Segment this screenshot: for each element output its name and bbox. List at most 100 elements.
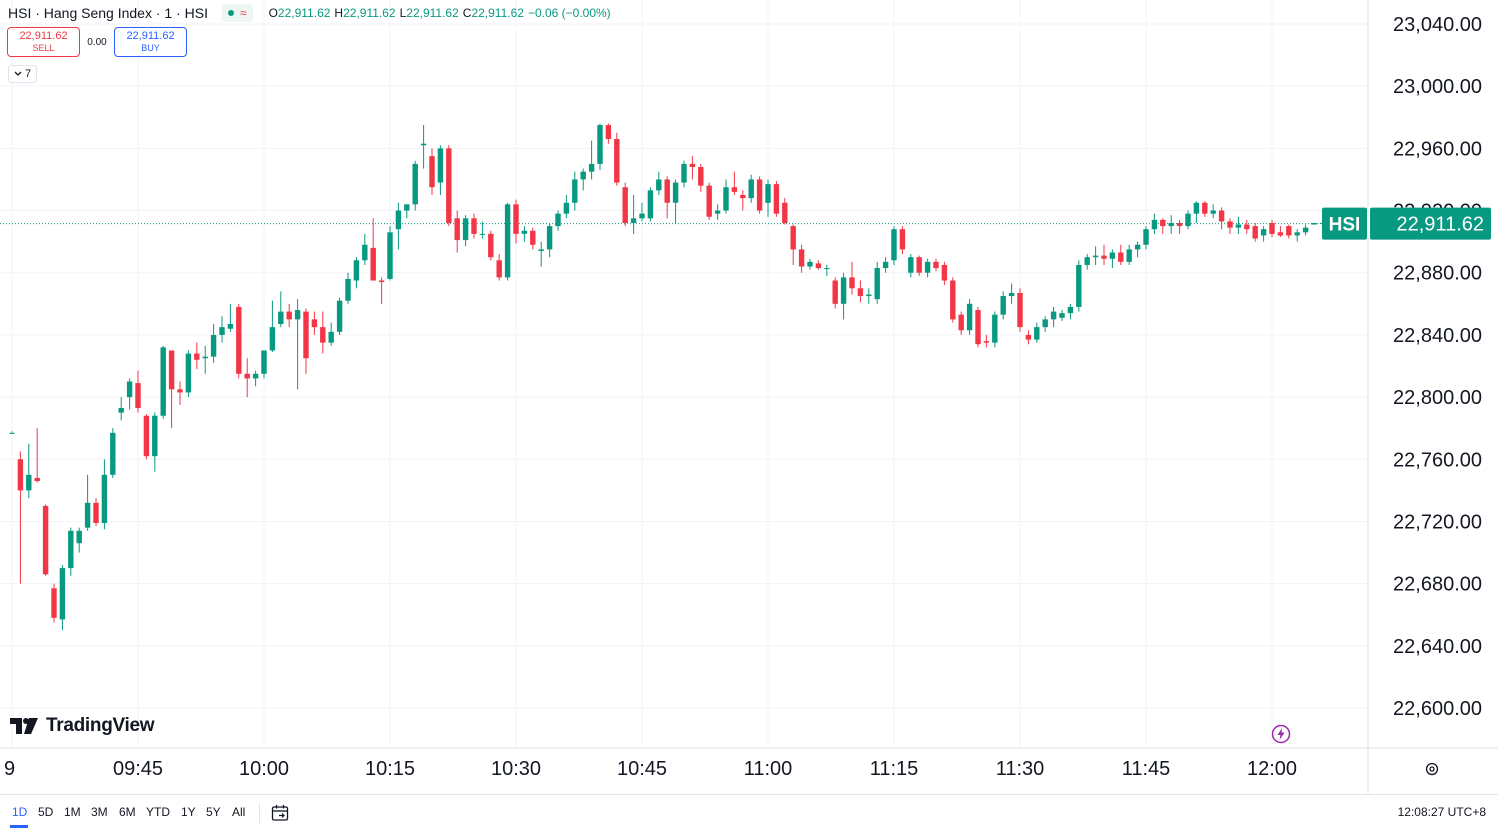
candle-body	[714, 210, 721, 214]
candle-body	[924, 261, 931, 273]
candlestick-chart[interactable]: 23,040.0023,000.0022,960.0022,920.0022,8…	[0, 0, 1498, 795]
candle	[891, 226, 897, 265]
candle-body	[59, 568, 66, 620]
candle-body	[933, 261, 939, 269]
candle-body	[572, 179, 578, 203]
ohlc-close: C22,911.62	[462, 6, 524, 20]
candle-body	[395, 210, 402, 230]
clock-timezone[interactable]: 12:08:27 UTC+8	[1397, 805, 1486, 819]
candle	[1193, 201, 1200, 223]
candle	[790, 224, 796, 265]
candle-body	[328, 331, 334, 343]
candle	[294, 299, 301, 390]
candle-body	[488, 233, 494, 258]
candle-body	[874, 268, 880, 300]
candle	[412, 160, 418, 211]
candle-body	[807, 261, 813, 267]
candle-body	[1185, 213, 1191, 227]
candle	[950, 277, 956, 323]
candle	[370, 218, 376, 281]
candle-body	[773, 184, 780, 214]
candle-body	[76, 530, 82, 544]
candles	[9, 123, 1334, 631]
price-tag-value: 22,911.62	[1397, 214, 1485, 236]
market-status-pill[interactable]: ≈	[221, 4, 253, 22]
candle-body	[177, 389, 183, 393]
candle-body	[1134, 244, 1141, 250]
candle	[824, 264, 830, 276]
candle-body	[471, 218, 477, 234]
candle-body	[1118, 252, 1124, 262]
candle	[588, 140, 595, 180]
candle	[563, 195, 570, 219]
buy-button[interactable]: 22,911.62 BUY	[114, 27, 187, 57]
candle-body	[1101, 255, 1107, 259]
candle-body	[227, 324, 234, 329]
candle	[656, 171, 662, 195]
tradingview-logo[interactable]: TradingView	[10, 715, 155, 737]
candle-body	[1109, 252, 1116, 259]
candle-body	[160, 347, 166, 416]
range-ytd[interactable]: YTD	[146, 805, 170, 819]
symbol-title[interactable]: HSI · Hang Seng Index · 1 · HSI	[8, 5, 208, 21]
candle	[42, 504, 49, 576]
candle-body	[1160, 219, 1166, 227]
candle	[992, 311, 998, 348]
candle-body	[1269, 222, 1275, 234]
toolbar-divider	[259, 803, 260, 823]
candle	[1034, 322, 1040, 343]
range-all[interactable]: All	[232, 805, 246, 819]
candle	[504, 202, 511, 281]
bottom-toolbar: 1D 5D 1M 3M 6M YTD 1Y 5Y All 12:08:27 UT…	[0, 794, 1498, 829]
candle	[849, 261, 855, 295]
candle	[1210, 204, 1216, 219]
range-1y[interactable]: 1Y	[181, 805, 196, 819]
lightning-icon[interactable]	[1271, 724, 1291, 744]
indicators-collapse-button[interactable]: 7	[8, 65, 37, 83]
sell-button[interactable]: 22,911.62 SELL	[7, 27, 80, 57]
candle-body	[1202, 202, 1208, 214]
candle-body	[1235, 224, 1242, 228]
price-axis: 23,040.0023,000.0022,960.0022,920.0022,8…	[1393, 14, 1482, 720]
spread-value: 0.00	[87, 36, 107, 48]
candle-body	[252, 373, 259, 379]
candle	[882, 257, 889, 273]
candle-body	[614, 139, 620, 183]
candle-body	[1151, 219, 1158, 230]
candle	[983, 334, 990, 348]
candle-body	[1034, 327, 1040, 340]
candle	[1084, 254, 1090, 270]
range-5d[interactable]: 5D	[38, 805, 54, 819]
price-tick-label: 22,720.00	[1393, 511, 1482, 533]
range-5y[interactable]: 5Y	[206, 805, 221, 819]
range-3m[interactable]: 3M	[91, 805, 108, 819]
candle	[336, 297, 343, 335]
candle-body	[916, 257, 922, 273]
candle	[1042, 316, 1048, 332]
range-6m[interactable]: 6M	[119, 805, 136, 819]
candle-body	[622, 187, 628, 223]
candle-body	[9, 432, 15, 434]
candle	[126, 378, 133, 410]
range-1m[interactable]: 1M	[64, 805, 81, 819]
candle-body	[521, 230, 528, 234]
candle	[1118, 244, 1124, 265]
candle-body	[135, 383, 141, 408]
candle-body	[110, 432, 116, 475]
calendar-goto-icon[interactable]	[270, 803, 290, 823]
candle-body	[849, 277, 855, 289]
gear-icon[interactable]	[1423, 760, 1441, 778]
candle-body	[387, 232, 393, 279]
candle-body	[656, 179, 662, 191]
chevron-down-icon	[14, 71, 22, 76]
last-price-tag: HSI 22,911.62	[1322, 207, 1491, 240]
candle-body	[672, 182, 679, 203]
range-1d[interactable]: 1D	[12, 805, 28, 819]
candle	[748, 174, 754, 203]
time-tick-label: 10:45	[617, 758, 667, 780]
candle-body	[194, 353, 200, 360]
time-tick-label: 11:30	[996, 758, 1045, 780]
candle-body	[857, 288, 864, 297]
candle	[479, 221, 486, 239]
candle-body	[1092, 255, 1099, 258]
